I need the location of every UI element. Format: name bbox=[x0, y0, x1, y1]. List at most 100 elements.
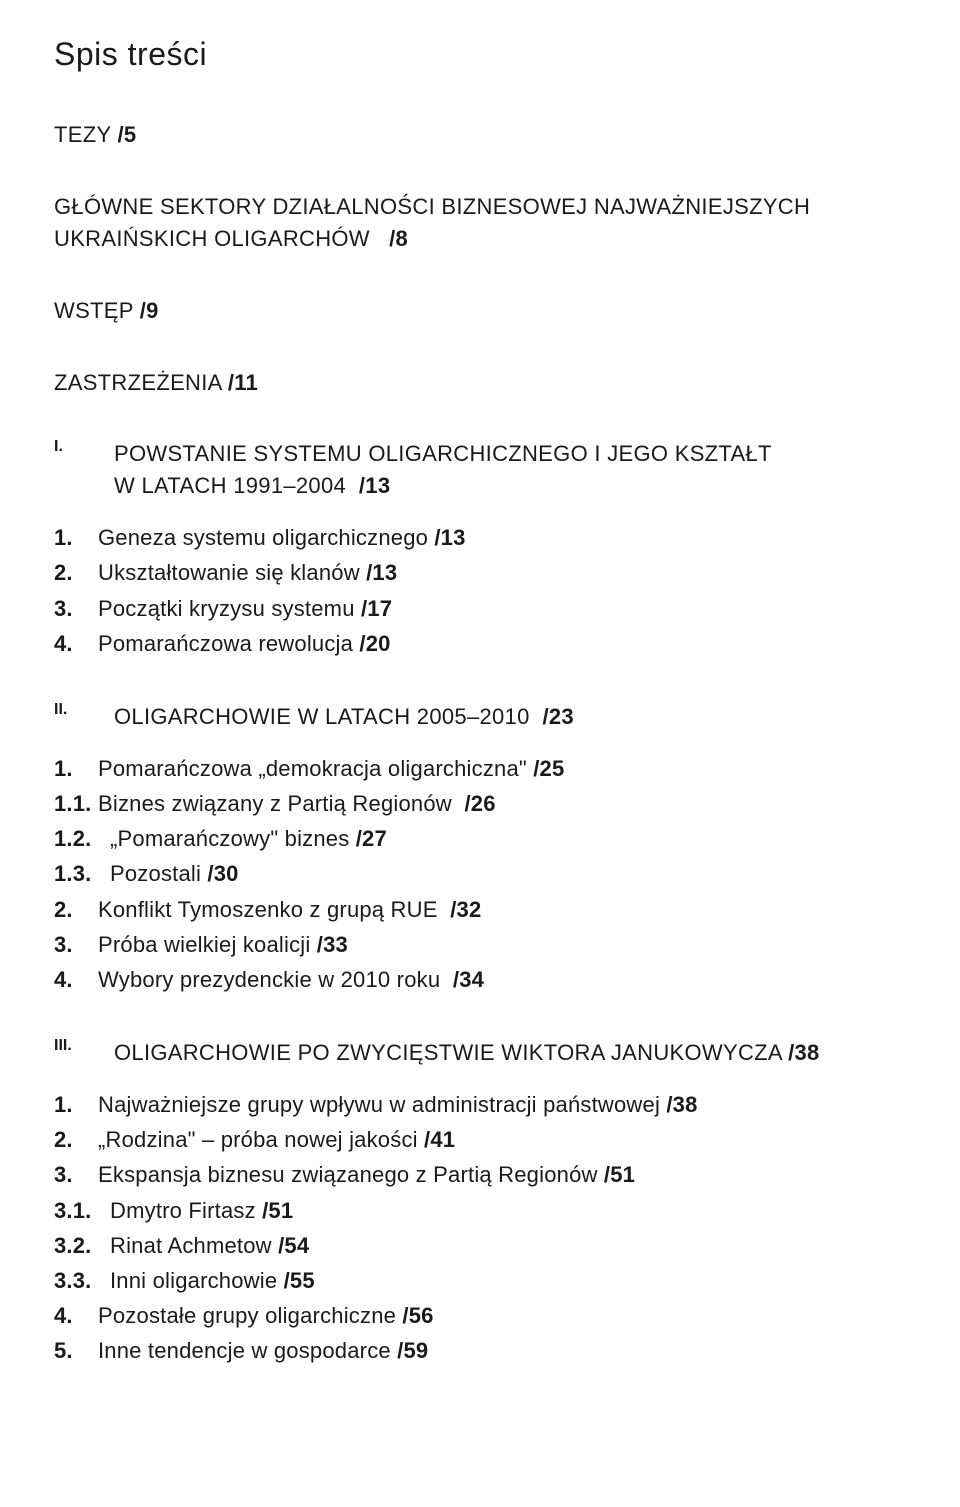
section-wstep-page: /9 bbox=[140, 298, 159, 323]
item-num: 1. bbox=[54, 1087, 98, 1122]
list-item: 1.Geneza systemu oligarchicznego /13 bbox=[54, 520, 906, 555]
item-num: 2. bbox=[54, 555, 98, 590]
item-page: /51 bbox=[262, 1198, 293, 1223]
item-page: /13 bbox=[434, 525, 465, 550]
section-wstep: WSTĘP /9 bbox=[54, 295, 906, 327]
item-num: 1. bbox=[54, 520, 98, 555]
chapter-2-title: OLIGARCHOWIE W LATACH 2005–2010 bbox=[114, 704, 530, 729]
item-text: Dmytro Firtasz bbox=[110, 1198, 256, 1223]
chapter-1-line1: POWSTANIE SYSTEMU OLIGARCHICZNEGO I JEGO… bbox=[114, 441, 772, 466]
item-page: /59 bbox=[397, 1338, 428, 1363]
item-page: /41 bbox=[424, 1127, 455, 1152]
item-text: Próba wielkiej koalicji bbox=[98, 932, 310, 957]
section-sektory-page: /8 bbox=[389, 226, 408, 251]
list-item: 5.Inne tendencje w gospodarce /59 bbox=[54, 1333, 906, 1368]
item-num: 3. bbox=[54, 927, 98, 962]
list-item: 1.3.Pozostali /30 bbox=[54, 856, 906, 891]
section-sektory-line2: UKRAIŃSKICH OLIGARCHÓW bbox=[54, 226, 370, 251]
item-num: 5. bbox=[54, 1333, 98, 1368]
chapter-1-line2: W LATACH 1991–2004 bbox=[114, 473, 346, 498]
chapter-3-num: III. bbox=[54, 1037, 114, 1069]
section-sektory-line1: GŁÓWNE SEKTORY DZIAŁALNOŚCI BIZNESOWEJ N… bbox=[54, 194, 810, 219]
item-text: Pomarańczowa rewolucja bbox=[98, 631, 353, 656]
item-text: Inne tendencje w gospodarce bbox=[98, 1338, 391, 1363]
item-num: 1.3. bbox=[54, 856, 110, 891]
chapter-1: I. POWSTANIE SYSTEMU OLIGARCHICZNEGO I J… bbox=[54, 438, 906, 661]
list-item: 3.2.Rinat Achmetow /54 bbox=[54, 1228, 906, 1263]
list-item: 1.2.„Pomarańczowy" biznes /27 bbox=[54, 821, 906, 856]
section-zastrzezenia-label: ZASTRZEŻENIA bbox=[54, 370, 221, 395]
section-tezy-page: /5 bbox=[117, 122, 136, 147]
list-item: 2.Ukształtowanie się klanów /13 bbox=[54, 555, 906, 590]
item-text: Biznes związany z Partią Regionów bbox=[98, 791, 452, 816]
section-tezy: TEZY /5 bbox=[54, 119, 906, 151]
list-item: 2.Konflikt Tymoszenko z grupą RUE /32 bbox=[54, 892, 906, 927]
item-text: Inni oligarchowie bbox=[110, 1268, 277, 1293]
section-zastrzezenia-page: /11 bbox=[228, 370, 258, 395]
item-page: /26 bbox=[465, 791, 496, 816]
item-num: 3. bbox=[54, 1157, 98, 1192]
item-page: /27 bbox=[356, 826, 387, 851]
list-item: 3.Próba wielkiej koalicji /33 bbox=[54, 927, 906, 962]
item-page: /13 bbox=[366, 560, 397, 585]
item-num: 1.1. bbox=[54, 786, 98, 821]
item-text: Konflikt Tymoszenko z grupą RUE bbox=[98, 897, 438, 922]
list-item: 3.Ekspansja biznesu związanego z Partią … bbox=[54, 1157, 906, 1192]
item-text: Pozostałe grupy oligarchiczne bbox=[98, 1303, 396, 1328]
toc-title: Spis treści bbox=[54, 36, 906, 73]
item-text: Pozostali bbox=[110, 861, 201, 886]
list-item: 4.Pozostałe grupy oligarchiczne /56 bbox=[54, 1298, 906, 1333]
list-item: 3.3.Inni oligarchowie /55 bbox=[54, 1263, 906, 1298]
list-item: 1.1.Biznes związany z Partią Regionów /2… bbox=[54, 786, 906, 821]
chapter-2-page: /23 bbox=[542, 704, 573, 729]
item-page: /56 bbox=[402, 1303, 433, 1328]
item-page: /55 bbox=[284, 1268, 315, 1293]
item-page: /25 bbox=[533, 756, 564, 781]
item-num: 3.2. bbox=[54, 1228, 110, 1263]
item-text: „Pomarańczowy" biznes bbox=[110, 826, 349, 851]
item-page: /32 bbox=[450, 897, 481, 922]
item-page: /20 bbox=[359, 631, 390, 656]
list-item: 4.Wybory prezydenckie w 2010 roku /34 bbox=[54, 962, 906, 997]
list-item: 3.Początki kryzysu systemu /17 bbox=[54, 591, 906, 626]
item-page: /30 bbox=[207, 861, 238, 886]
chapter-1-num: I. bbox=[54, 438, 114, 502]
item-num: 2. bbox=[54, 892, 98, 927]
item-text: Pomarańczowa „demokracja oligarchiczna" bbox=[98, 756, 527, 781]
list-item: 1.Pomarańczowa „demokracja oligarchiczna… bbox=[54, 751, 906, 786]
item-text: Rinat Achmetow bbox=[110, 1233, 272, 1258]
section-sektory: GŁÓWNE SEKTORY DZIAŁALNOŚCI BIZNESOWEJ N… bbox=[54, 191, 906, 255]
item-text: Ukształtowanie się klanów bbox=[98, 560, 360, 585]
item-text: Wybory prezydenckie w 2010 roku bbox=[98, 967, 440, 992]
section-wstep-label: WSTĘP bbox=[54, 298, 133, 323]
item-text: Geneza systemu oligarchicznego bbox=[98, 525, 428, 550]
chapter-2: II. OLIGARCHOWIE W LATACH 2005–2010 /23 … bbox=[54, 701, 906, 997]
item-text: Ekspansja biznesu związanego z Partią Re… bbox=[98, 1162, 598, 1187]
item-page: /34 bbox=[453, 967, 484, 992]
item-num: 1. bbox=[54, 751, 98, 786]
item-text: Początki kryzysu systemu bbox=[98, 596, 355, 621]
chapter-3-page: /38 bbox=[788, 1040, 819, 1065]
item-num: 3. bbox=[54, 591, 98, 626]
item-page: /54 bbox=[278, 1233, 309, 1258]
item-num: 1.2. bbox=[54, 821, 110, 856]
chapter-1-page: /13 bbox=[359, 473, 390, 498]
item-num: 2. bbox=[54, 1122, 98, 1157]
list-item: 4.Pomarańczowa rewolucja /20 bbox=[54, 626, 906, 661]
item-page: /51 bbox=[604, 1162, 635, 1187]
chapter-3-title: OLIGARCHOWIE PO ZWYCIĘSTWIE WIKTORA JANU… bbox=[114, 1040, 782, 1065]
item-page: /17 bbox=[361, 596, 392, 621]
list-item: 3.1.Dmytro Firtasz /51 bbox=[54, 1193, 906, 1228]
item-page: /38 bbox=[666, 1092, 697, 1117]
chapter-3: III. OLIGARCHOWIE PO ZWYCIĘSTWIE WIKTORA… bbox=[54, 1037, 906, 1368]
item-num: 4. bbox=[54, 626, 98, 661]
item-num: 3.1. bbox=[54, 1193, 110, 1228]
item-page: /33 bbox=[317, 932, 348, 957]
item-text: Najważniejsze grupy wpływu w administrac… bbox=[98, 1092, 660, 1117]
item-num: 4. bbox=[54, 962, 98, 997]
list-item: 1.Najważniejsze grupy wpływu w administr… bbox=[54, 1087, 906, 1122]
item-text: „Rodzina" – próba nowej jakości bbox=[98, 1127, 418, 1152]
section-tezy-label: TEZY bbox=[54, 122, 111, 147]
item-num: 4. bbox=[54, 1298, 98, 1333]
item-num: 3.3. bbox=[54, 1263, 110, 1298]
